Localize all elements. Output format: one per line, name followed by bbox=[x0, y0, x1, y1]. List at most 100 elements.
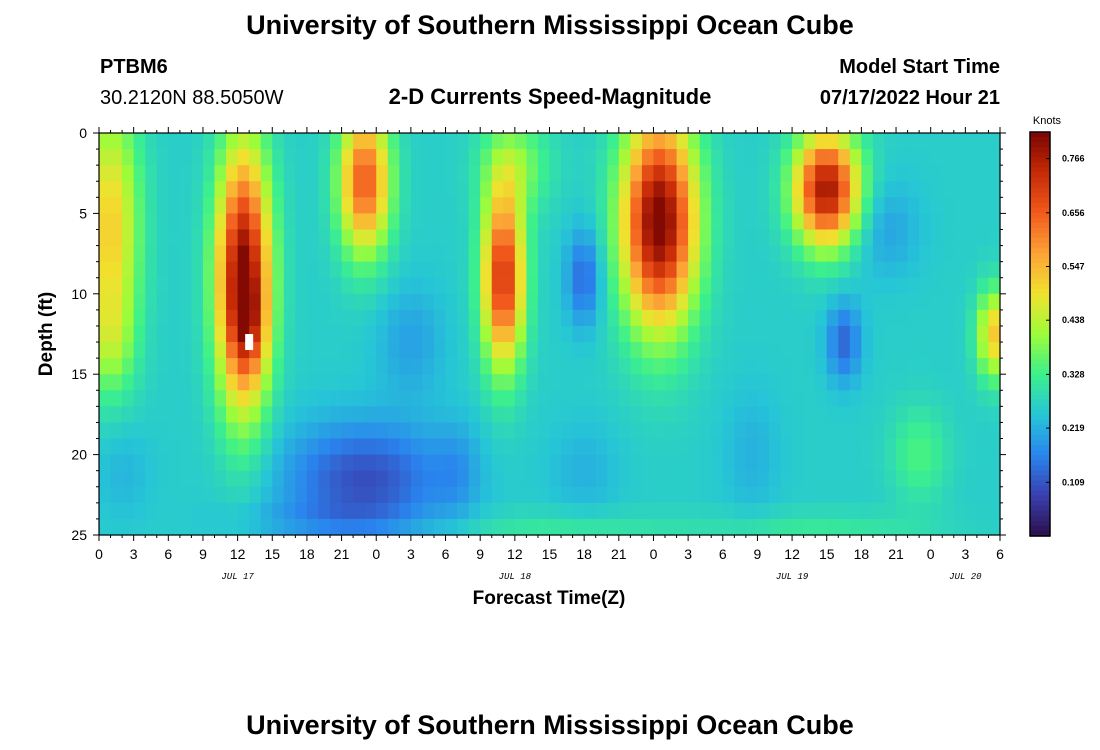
heatmap-cell bbox=[699, 165, 712, 182]
heatmap-cell bbox=[780, 518, 793, 536]
colorbar-swatch bbox=[1030, 470, 1050, 476]
heatmap-cell bbox=[976, 470, 990, 488]
heatmap-cell bbox=[353, 438, 366, 456]
heatmap-cell bbox=[630, 245, 643, 263]
heatmap-cell bbox=[965, 149, 978, 166]
heatmap-cell bbox=[480, 133, 493, 150]
heatmap-cell bbox=[930, 502, 943, 520]
heatmap-cell bbox=[191, 309, 204, 327]
heatmap-cell bbox=[410, 470, 424, 488]
colorbar-swatch bbox=[1030, 318, 1050, 325]
heatmap-cell bbox=[584, 325, 597, 343]
heatmap-cell bbox=[884, 518, 897, 536]
heatmap-cell bbox=[399, 454, 412, 472]
heatmap-cell bbox=[549, 229, 562, 247]
heatmap-cell bbox=[376, 518, 389, 536]
heatmap-cell bbox=[110, 261, 123, 279]
heatmap-cell bbox=[792, 470, 805, 488]
heatmap-cell bbox=[202, 422, 216, 440]
heatmap-cell bbox=[226, 374, 239, 391]
heatmap-cell bbox=[930, 133, 943, 150]
heatmap-cell bbox=[976, 390, 990, 407]
heatmap-cell bbox=[792, 454, 805, 472]
heatmap-cell bbox=[399, 438, 412, 456]
heatmap-cell bbox=[272, 454, 285, 472]
heatmap-cell bbox=[930, 422, 943, 440]
heatmap-cell bbox=[433, 197, 447, 214]
colorbar-swatch bbox=[1030, 419, 1050, 426]
heatmap-cell bbox=[942, 422, 955, 440]
heatmap-cell bbox=[330, 149, 343, 166]
heatmap-cell bbox=[410, 422, 424, 440]
heatmap-cell bbox=[803, 406, 816, 424]
heatmap-cell bbox=[133, 358, 146, 375]
heatmap-cell bbox=[930, 181, 943, 198]
heatmap-cell bbox=[838, 133, 851, 150]
heatmap-cell bbox=[433, 454, 447, 472]
colorbar-swatch bbox=[1030, 414, 1050, 421]
colorbar-swatch bbox=[1030, 202, 1050, 209]
heatmap-cell bbox=[907, 454, 920, 472]
heatmap-cell bbox=[745, 358, 759, 375]
heatmap-cell bbox=[618, 374, 631, 391]
heatmap-cell bbox=[549, 374, 562, 391]
heatmap-cell bbox=[572, 406, 585, 424]
heatmap-cell bbox=[330, 438, 343, 456]
heatmap-cell bbox=[514, 133, 527, 150]
heatmap-cell bbox=[849, 309, 862, 327]
heatmap-cell bbox=[99, 486, 112, 504]
heatmap-cell bbox=[191, 390, 204, 407]
heatmap-cell bbox=[468, 213, 481, 231]
heatmap-cell bbox=[410, 293, 424, 311]
heatmap-cell bbox=[584, 470, 597, 488]
heatmap-cell bbox=[757, 261, 770, 279]
heatmap-cell bbox=[457, 470, 470, 488]
heatmap-cell bbox=[145, 422, 158, 440]
heatmap-cell bbox=[179, 325, 193, 343]
heatmap-cell bbox=[330, 277, 343, 295]
heatmap-cell bbox=[168, 133, 181, 150]
heatmap-cell bbox=[272, 197, 285, 214]
heatmap-cell bbox=[768, 309, 782, 327]
heatmap-cell bbox=[249, 422, 262, 440]
heatmap-cell bbox=[433, 245, 447, 263]
heatmap-cell bbox=[907, 358, 920, 375]
heatmap-cell bbox=[295, 181, 308, 198]
heatmap-cell bbox=[514, 181, 527, 198]
heatmap-cell bbox=[260, 342, 273, 359]
heatmap-cell bbox=[595, 486, 608, 504]
colorbar-swatch bbox=[1030, 283, 1050, 290]
heatmap-cell bbox=[526, 133, 539, 150]
heatmap-cell bbox=[237, 438, 250, 456]
heatmap-cell bbox=[214, 261, 227, 279]
heatmap-cell bbox=[537, 197, 551, 214]
heatmap-cell bbox=[306, 309, 320, 327]
heatmap-cell bbox=[953, 454, 966, 472]
heatmap-cell bbox=[907, 502, 920, 520]
heatmap-cell bbox=[942, 229, 955, 247]
heatmap-cell bbox=[734, 390, 747, 407]
heatmap-cell bbox=[168, 293, 181, 311]
heatmap-cell bbox=[202, 438, 216, 456]
heatmap-cell bbox=[734, 309, 747, 327]
heatmap-cell bbox=[364, 165, 377, 182]
footer-title: University of Southern Mississippi Ocean… bbox=[246, 710, 854, 740]
colorbar-swatch bbox=[1030, 364, 1050, 370]
heatmap-cell bbox=[607, 165, 620, 182]
heatmap-cell bbox=[665, 390, 678, 407]
heatmap-cell bbox=[849, 149, 862, 166]
heatmap-cell bbox=[641, 261, 655, 279]
heatmap-cell bbox=[896, 502, 909, 520]
heatmap-cell bbox=[526, 229, 539, 247]
heatmap-cell bbox=[653, 261, 666, 279]
heatmap-cell bbox=[503, 181, 516, 198]
heatmap-cell bbox=[630, 502, 643, 520]
colorbar-swatch bbox=[1030, 339, 1050, 345]
heatmap-cell bbox=[942, 518, 955, 536]
heatmap-cell bbox=[988, 470, 1001, 488]
heatmap-cell bbox=[595, 277, 608, 295]
heatmap-cell bbox=[630, 133, 643, 150]
heatmap-cell bbox=[653, 342, 666, 359]
heatmap-cell bbox=[965, 342, 978, 359]
heatmap-cell bbox=[688, 486, 701, 504]
